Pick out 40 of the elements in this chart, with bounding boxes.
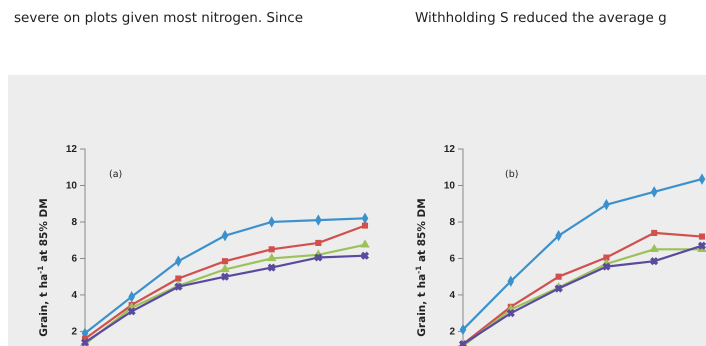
y-tick-label: 2 bbox=[71, 326, 78, 338]
text: Withholding S reduced the average g bbox=[415, 10, 667, 26]
point bbox=[554, 284, 562, 292]
y-tick-label: 10 bbox=[66, 180, 78, 192]
y-tick-label: 10 bbox=[444, 180, 456, 192]
point bbox=[506, 309, 515, 318]
point bbox=[698, 242, 706, 250]
point bbox=[603, 254, 610, 261]
point bbox=[651, 230, 658, 236]
point bbox=[361, 252, 369, 260]
point bbox=[360, 240, 370, 248]
point bbox=[128, 307, 136, 316]
y-tick-label: 4 bbox=[71, 290, 78, 302]
y-tick-label: 8 bbox=[71, 217, 78, 228]
point bbox=[650, 244, 659, 252]
point bbox=[698, 234, 706, 240]
y-tick-label: 12 bbox=[444, 144, 456, 156]
annotation: (b) bbox=[505, 169, 518, 180]
point bbox=[315, 240, 322, 246]
point bbox=[268, 264, 276, 272]
y-tick-label: 2 bbox=[449, 326, 456, 338]
point bbox=[268, 246, 275, 252]
point bbox=[556, 274, 562, 280]
y-tick-label: 4 bbox=[449, 290, 456, 302]
annotation: (a) bbox=[109, 169, 122, 180]
y-tick-label: 8 bbox=[449, 217, 456, 228]
point bbox=[602, 262, 610, 271]
y-tick-label: 6 bbox=[71, 254, 78, 265]
point bbox=[314, 254, 322, 262]
point bbox=[175, 275, 182, 282]
text: severe on plots given most nitrogen. Since bbox=[14, 10, 304, 26]
point bbox=[222, 258, 228, 264]
point bbox=[220, 264, 230, 272]
point bbox=[362, 222, 368, 229]
y-tick-label: 12 bbox=[66, 144, 78, 156]
point bbox=[650, 257, 658, 266]
point bbox=[221, 272, 229, 281]
y-tick-label: 6 bbox=[449, 254, 456, 265]
point bbox=[267, 253, 276, 262]
point bbox=[174, 282, 182, 291]
